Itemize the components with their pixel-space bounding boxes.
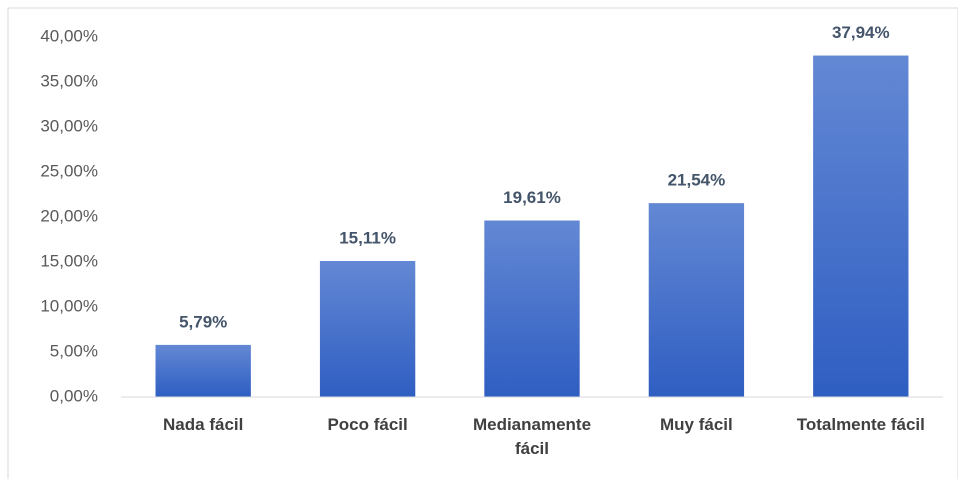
x-tick-label: Muy fácil <box>660 415 733 434</box>
value-label: 5,79% <box>179 312 227 331</box>
y-tick-label: 0,00% <box>50 386 98 405</box>
chart-border <box>7 7 958 479</box>
bar <box>648 203 745 397</box>
y-tick-label: 10,00% <box>40 296 98 315</box>
y-tick-label: 30,00% <box>40 116 98 135</box>
value-label: 37,94% <box>832 23 890 42</box>
x-tick-label: Medianamente fácil <box>472 415 592 458</box>
y-tick-label: 15,00% <box>40 251 98 270</box>
y-tick-label: 40,00% <box>40 26 98 45</box>
bar <box>813 55 909 397</box>
bar <box>155 344 251 397</box>
value-label: 21,54% <box>668 171 726 190</box>
y-tick-label: 5,00% <box>50 341 98 360</box>
x-tick-label: Poco fácil <box>327 415 408 434</box>
bar <box>319 261 416 397</box>
value-label: 15,11% <box>339 228 396 247</box>
bar <box>484 220 580 397</box>
value-label: 19,61% <box>503 188 561 207</box>
y-tick-label: 20,00% <box>40 206 98 225</box>
y-tick-label: 25,00% <box>40 161 98 180</box>
x-tick-label: Nada fácil <box>163 415 244 434</box>
x-tick-label: Totalmente fácil <box>796 415 925 434</box>
y-tick-label: 35,00% <box>40 71 98 90</box>
